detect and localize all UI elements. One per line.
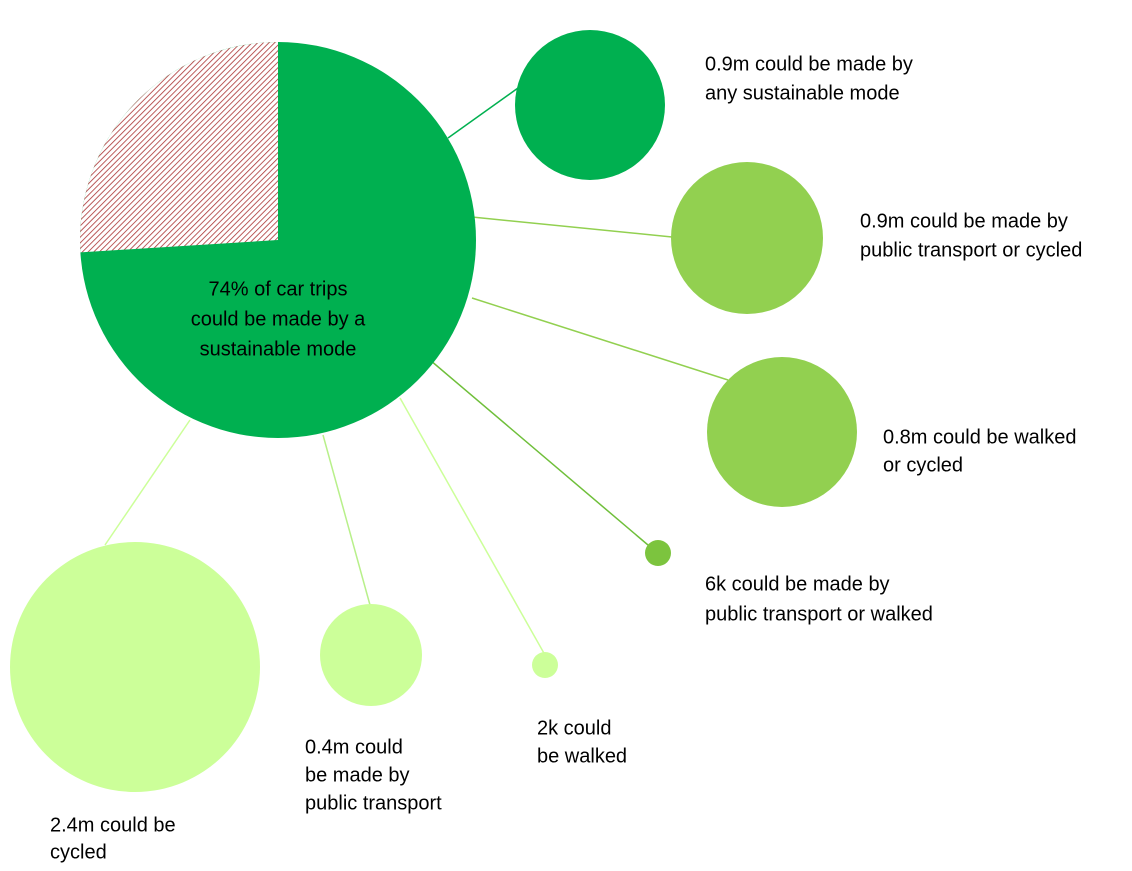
connector (322, 434, 371, 606)
bubble (10, 542, 260, 792)
label-line: be walked (537, 745, 627, 767)
label-line: 6k could be made by (705, 573, 890, 595)
labels: 74% of car trips could be made by a sustai… (50, 53, 1082, 863)
label-line: public transport (305, 792, 442, 814)
label-line: 2k could (537, 717, 612, 739)
label-line: could be made by a (191, 308, 366, 330)
connector (429, 359, 649, 546)
label-line: public transport or walked (705, 603, 933, 625)
label-line: 74% of car trips (209, 278, 348, 300)
bubble (671, 162, 823, 314)
connector (471, 216, 673, 238)
bubble (515, 30, 665, 180)
label-line: any sustainable mode (705, 82, 900, 104)
label-line: cycled (50, 841, 107, 863)
connectors (104, 87, 729, 656)
connector (104, 419, 191, 546)
label-line: 0.9m could be made by (860, 210, 1068, 232)
label-line: sustainable mode (200, 338, 357, 360)
label-line: 2.4m could be (50, 814, 176, 836)
label-line: 0.9m could be made by (705, 53, 913, 75)
label-line: be made by (305, 764, 410, 786)
label-line: 0.8m could be walked (883, 426, 1076, 448)
label-line: or cycled (883, 454, 963, 476)
label-line: 0.4m could (305, 736, 403, 758)
connector (471, 297, 729, 381)
bubble (707, 357, 857, 507)
bubble (532, 652, 558, 678)
bubble (645, 540, 671, 566)
connector (399, 397, 546, 656)
pie-other (80, 42, 279, 253)
connector (447, 87, 519, 139)
label-line: public transport or cycled (860, 239, 1082, 261)
bubble (320, 604, 422, 706)
